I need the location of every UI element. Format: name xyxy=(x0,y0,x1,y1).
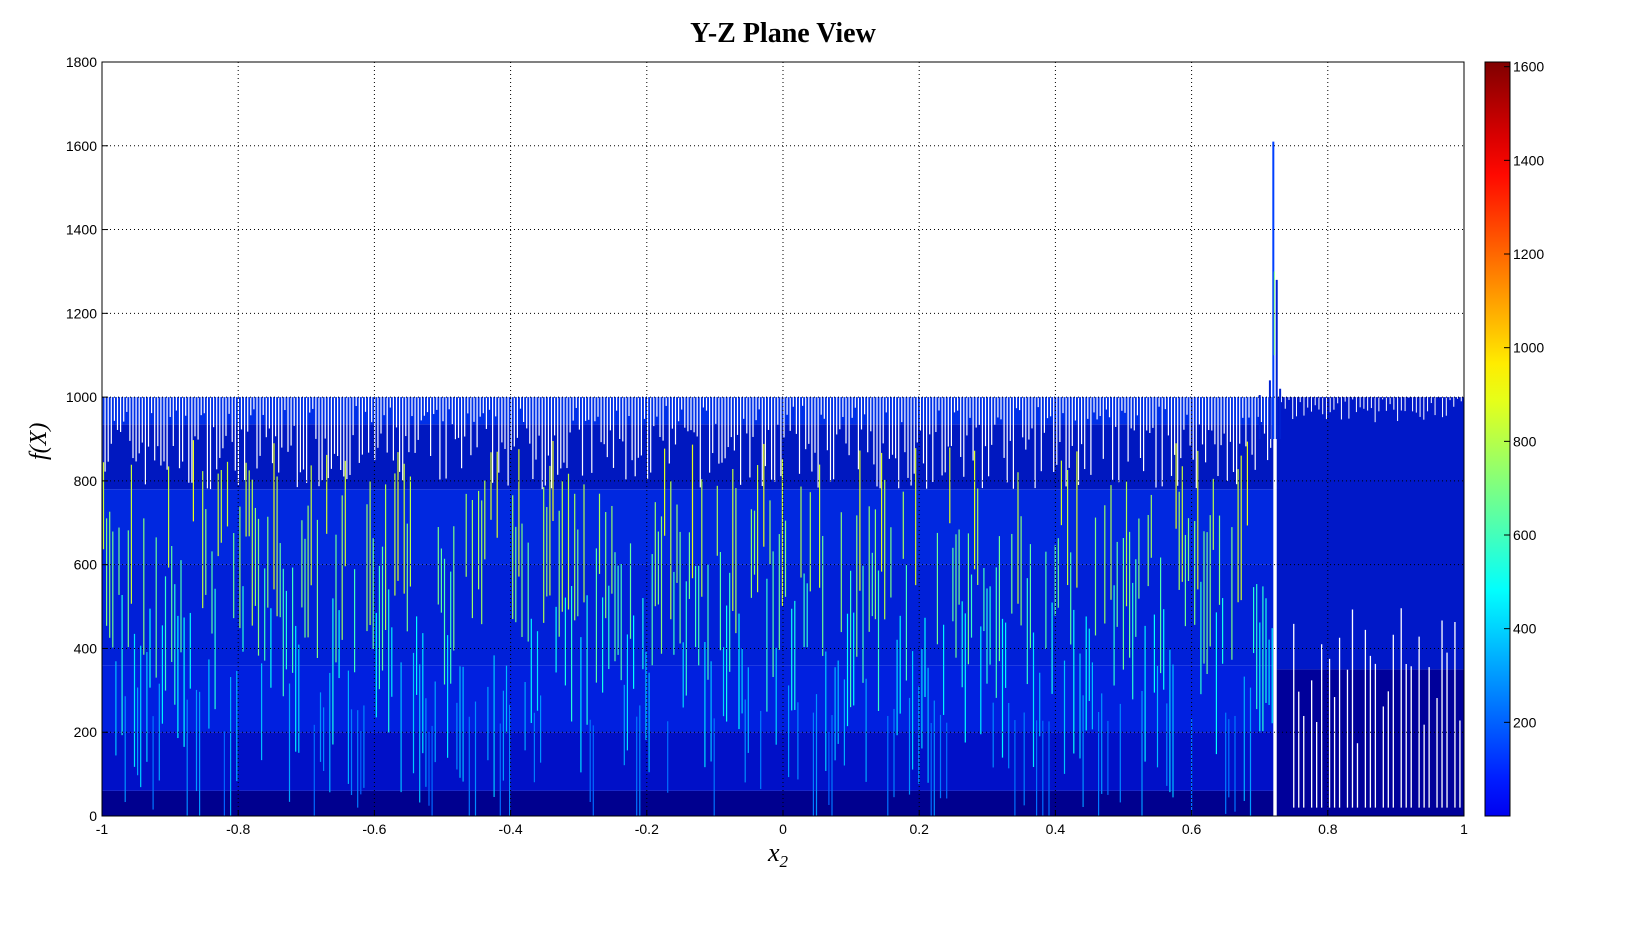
x-axis-label-main: x xyxy=(768,838,780,867)
x-tick-label: -1 xyxy=(96,821,109,837)
x-tick-label: -0.2 xyxy=(635,821,659,837)
x-tick-label: 0.8 xyxy=(1318,821,1338,837)
colorbar-tick-label: 1200 xyxy=(1513,246,1544,262)
y-tick-label: 0 xyxy=(89,808,97,824)
x-axis-label: x2 xyxy=(768,838,788,872)
x-axis-label-subscript: 2 xyxy=(779,852,789,872)
y-tick-label: 1200 xyxy=(66,305,97,321)
x-tick-label: 0.4 xyxy=(1046,821,1066,837)
x-tick-label: -0.6 xyxy=(362,821,386,837)
y-tick-label: 1000 xyxy=(66,389,97,405)
surface-band xyxy=(102,732,1274,791)
surface xyxy=(101,141,1466,816)
y-tick-label: 1800 xyxy=(66,54,97,70)
colorbar xyxy=(1484,61,1511,817)
y-tick-label: 1400 xyxy=(66,222,97,238)
y-tick-label: 400 xyxy=(74,640,98,656)
colorbar-tick-label: 200 xyxy=(1513,714,1537,730)
y-tick-label: 1600 xyxy=(66,138,97,154)
chart-title: Y-Z Plane View xyxy=(690,18,876,49)
grid xyxy=(102,62,1464,816)
colorbar-ticks: 200 400 600 800 1000 1200 1400 1600 xyxy=(1504,59,1544,730)
surface-band xyxy=(1276,397,1464,670)
colorbar-tick-label: 1000 xyxy=(1513,340,1544,356)
x-tick-label: 0 xyxy=(779,821,787,837)
colorbar-tick-label: 600 xyxy=(1513,527,1537,543)
surface-band xyxy=(102,665,1274,733)
surface-band xyxy=(102,790,1274,816)
x-tick-label: 0.6 xyxy=(1182,821,1202,837)
y-tick-label: 200 xyxy=(74,724,98,740)
x-tick-label: 1 xyxy=(1460,821,1468,837)
surface-band xyxy=(102,489,1274,565)
x-tick-label: 0.2 xyxy=(909,821,929,837)
x-tick-label: -0.4 xyxy=(499,821,523,837)
colorbar-tick-label: 800 xyxy=(1513,433,1537,449)
x-tick-label: -0.8 xyxy=(226,821,250,837)
y-ticks: 0 200 400 600 800 1000 1200 1400 1600 1800 xyxy=(66,54,108,824)
colorbar-tick-label: 1600 xyxy=(1513,59,1544,75)
colorbar-tick-label: 1400 xyxy=(1513,152,1544,168)
x-ticks: -1 -0.8 -0.6 -0.4 -0.2 0 0.2 0.4 0.6 0.8 1 xyxy=(96,810,1468,837)
colorbar-tick-label: 400 xyxy=(1513,621,1537,637)
y-tick-label: 600 xyxy=(74,557,98,573)
y-tick-label: 800 xyxy=(74,473,98,489)
